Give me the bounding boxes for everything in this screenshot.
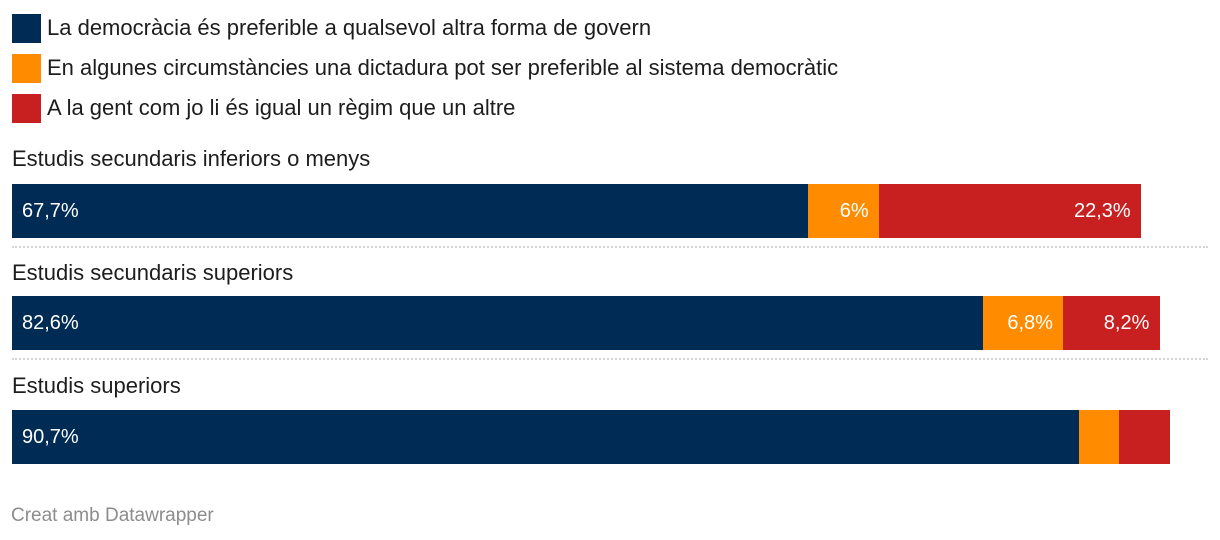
row-separator	[12, 246, 1208, 248]
bar-segment-indifferent	[878, 184, 1141, 238]
legend-swatch-dictatorship	[12, 53, 41, 83]
legend-item-dictatorship: En algunes circumstàncies una dictadura …	[12, 48, 838, 88]
bar-segment-indifferent	[1063, 296, 1160, 350]
bar-segment-dictatorship	[983, 296, 1064, 350]
legend-item-indifferent: A la gent com jo li és igual un règim qu…	[12, 88, 838, 128]
category-label-lower-secondary: Estudis secundaris inferiors o menys	[12, 146, 371, 171]
data-label-dictatorship: 6%	[839, 200, 869, 222]
legend-label-democracy: La democràcia és preferible a qualsevol …	[47, 15, 652, 40]
legend: La democràcia és preferible a qualsevol …	[12, 8, 838, 128]
bar-row-higher-education: 90,7%	[12, 410, 1188, 464]
bar-segment-indifferent	[1118, 410, 1171, 464]
data-label-democracy: 90,7%	[22, 426, 79, 448]
bar-segment-democracy	[12, 296, 984, 350]
bar-segment-democracy	[12, 410, 1079, 464]
bar-segment-democracy	[12, 184, 809, 238]
legend-swatch-democracy	[12, 13, 41, 43]
data-label-democracy: 67,7%	[22, 200, 79, 222]
legend-item-democracy: La democràcia és preferible a qualsevol …	[12, 8, 838, 48]
footer-credit: Creat amb Datawrapper	[11, 505, 214, 526]
legend-label-indifferent: A la gent com jo li és igual un règim qu…	[47, 95, 516, 120]
legend-swatch-indifferent	[12, 93, 41, 123]
category-label-upper-secondary: Estudis secundaris superiors	[12, 260, 294, 285]
data-label-democracy: 82,6%	[22, 312, 79, 334]
bar-row-upper-secondary: 82,6% 6,8% 8,2%	[12, 296, 1188, 350]
data-label-dictatorship: 6,8%	[1007, 312, 1053, 334]
legend-label-dictatorship: En algunes circumstàncies una dictadura …	[47, 55, 839, 80]
bar-segment-dictatorship	[808, 184, 879, 238]
category-label-higher-education: Estudis superiors	[12, 373, 181, 398]
bar-row-lower-secondary: 67,7% 6% 22,3%	[12, 184, 1188, 238]
row-separator	[12, 358, 1208, 360]
bar-segment-dictatorship	[1078, 410, 1119, 464]
data-label-indifferent: 8,2%	[1103, 312, 1150, 334]
data-label-indifferent: 22,3%	[1073, 200, 1131, 222]
